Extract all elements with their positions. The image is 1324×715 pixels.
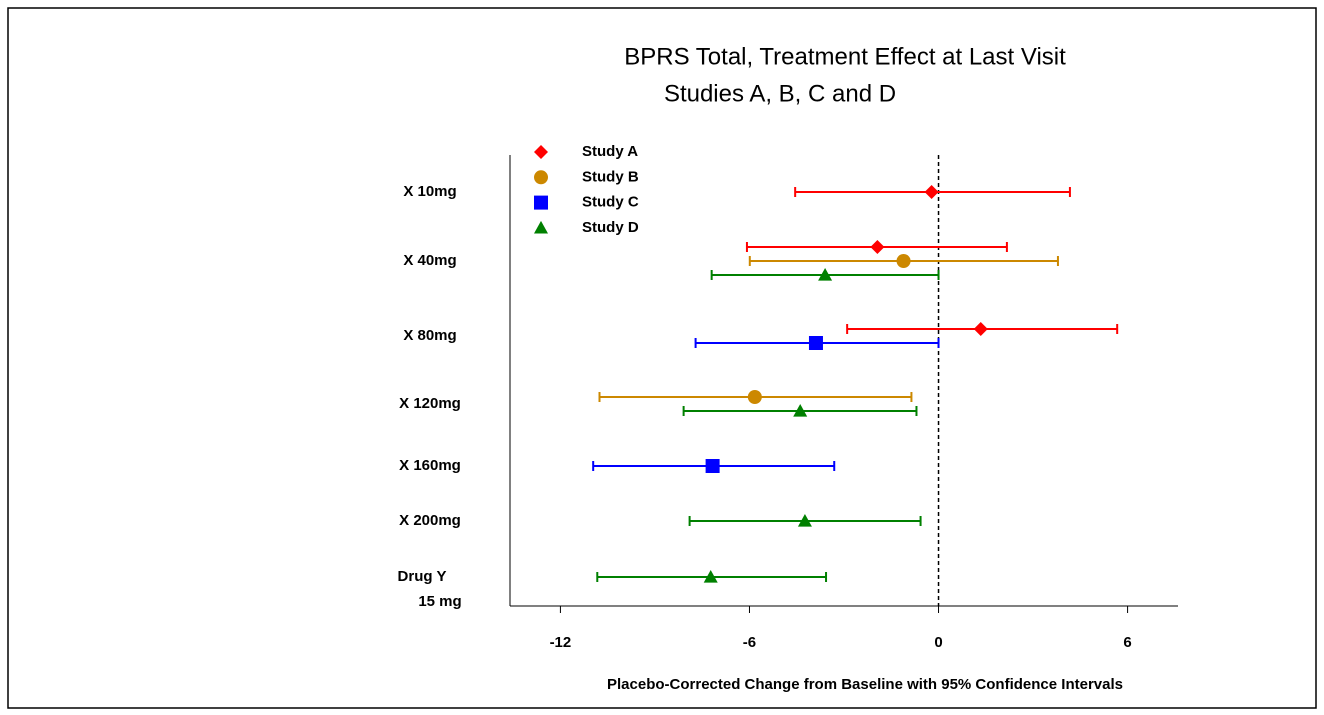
legend-label: Study B: [582, 168, 639, 185]
y-tick-label: X 160mg: [399, 457, 461, 474]
x-tick-label: -6: [743, 634, 756, 651]
point: [818, 268, 833, 281]
point: [870, 240, 885, 254]
y-tick-label: X 80mg: [403, 327, 456, 344]
point: [793, 404, 808, 417]
x-tick-label: 6: [1123, 634, 1131, 651]
frame: [7, 7, 1317, 709]
y-tick-label: X 10mg: [403, 183, 456, 200]
point: [703, 570, 718, 583]
legend-label: Study C: [582, 194, 639, 211]
legend-label: Study A: [582, 143, 638, 160]
chart-title: BPRS Total, Treatment Effect at Last Vis…: [624, 43, 1066, 70]
point: [924, 185, 939, 199]
x-tick-label: -12: [550, 634, 572, 651]
legend-marker: [534, 145, 548, 159]
point: [896, 254, 911, 268]
point: [747, 390, 762, 404]
point: [797, 514, 812, 527]
point: [973, 322, 988, 336]
y-tick-label: X 120mg: [399, 395, 461, 412]
chart-subtitle: Studies A, B, C and D: [664, 80, 896, 107]
y-tick-label: X 200mg: [399, 512, 461, 529]
x-axis-label: Placebo-Corrected Change from Baseline w…: [607, 676, 1123, 693]
legend-marker: [534, 195, 548, 210]
point: [808, 336, 823, 350]
y-tick-label: X 40mg: [403, 252, 456, 269]
legend-marker: [534, 220, 548, 234]
x-tick-label: 0: [934, 634, 942, 651]
legend-label: Study D: [582, 219, 639, 236]
legend-marker: [534, 170, 548, 185]
point: [705, 459, 720, 473]
y-tick-label: Drug Y 15 mg: [398, 568, 462, 610]
